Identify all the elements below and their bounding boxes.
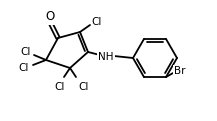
- Text: NH: NH: [98, 52, 114, 62]
- Text: Br: Br: [174, 66, 186, 76]
- Text: Cl: Cl: [92, 17, 102, 27]
- Text: Cl: Cl: [21, 47, 31, 57]
- Text: Cl: Cl: [79, 82, 89, 92]
- Text: Cl: Cl: [55, 82, 65, 92]
- Text: Cl: Cl: [19, 63, 29, 73]
- Text: O: O: [45, 11, 55, 23]
